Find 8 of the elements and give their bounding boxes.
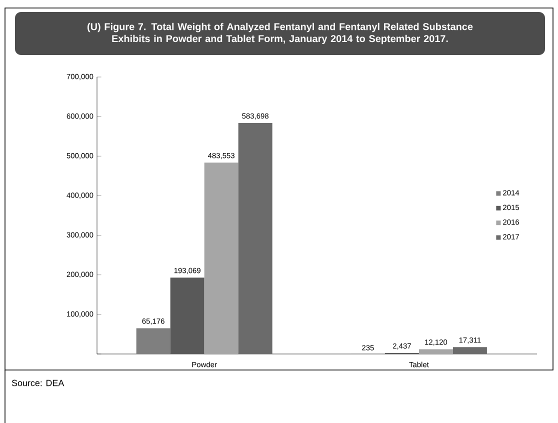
bar	[452, 346, 487, 354]
bar	[418, 349, 453, 354]
bar	[204, 162, 238, 354]
chart-title: (U) Figure 7. Total Weight of Analyzed Fentanyl and Fentanyl Related Substance Exhibits in Powder and Tablet Form, January 2014 to September 2017.	[88, 22, 473, 44]
source-note: Source: DEA	[12, 380, 64, 386]
bar	[136, 328, 170, 354]
bar	[170, 277, 204, 354]
bar	[238, 122, 272, 354]
